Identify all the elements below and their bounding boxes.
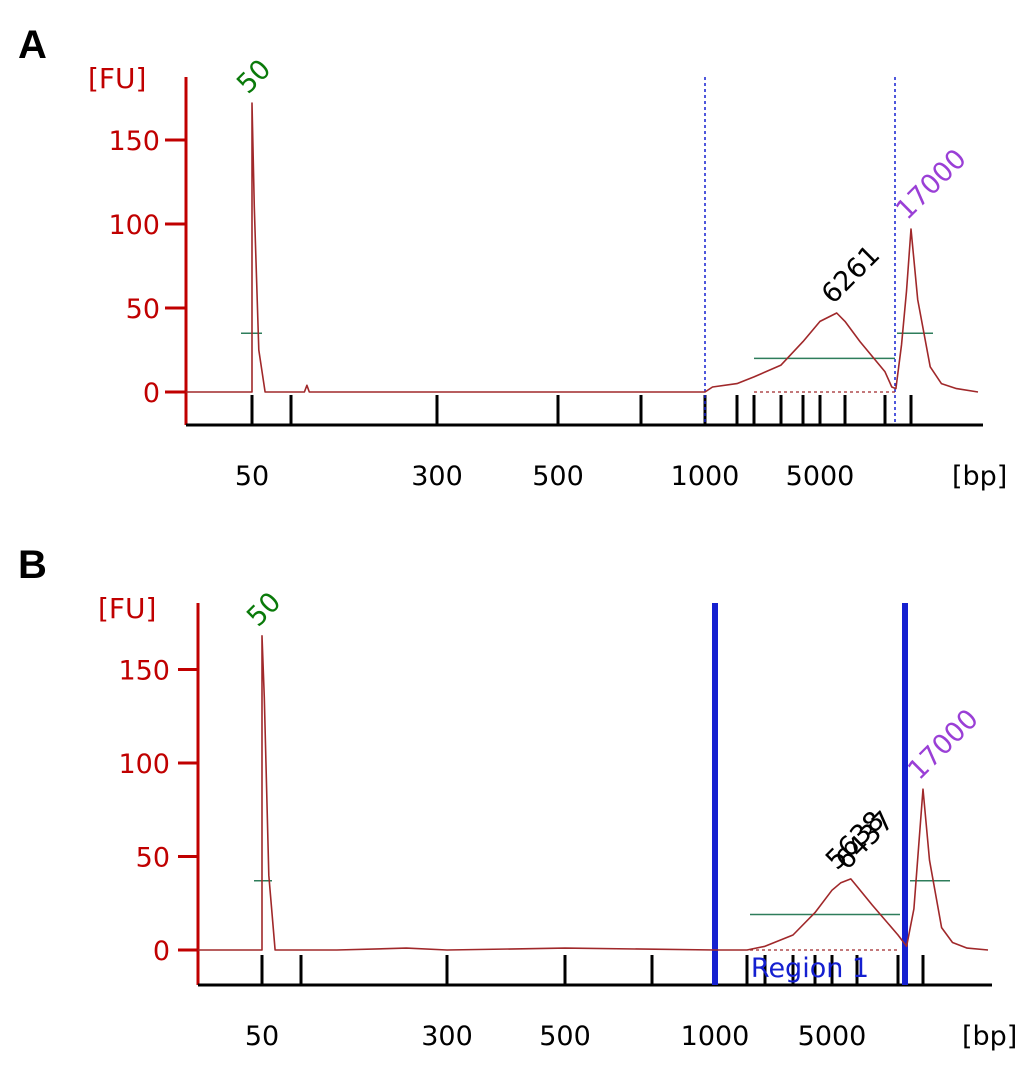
y-tick-label-b-150: 150	[118, 656, 170, 687]
panel-a-plot: [FU] [bp] 0 50 100 150 50 300 500 1000 5000 50 62611…	[88, 54, 1007, 492]
x-tick-label-b-300: 300	[421, 1021, 473, 1052]
panel-b-plot: [FU] [bp] 0 50 100 150 50 300 500 1000 5000 Region …	[98, 587, 1017, 1052]
peak-label-b-3: 17000	[902, 703, 985, 786]
y-tick-label-a-0: 0	[143, 378, 160, 409]
y-axis-label-b: [FU]	[98, 592, 156, 625]
x-tick-label-b-50: 50	[245, 1021, 279, 1052]
x-tick-label-a-5000: 5000	[786, 461, 855, 492]
y-axis-label-a: [FU]	[88, 62, 146, 95]
y-tick-label-b-0: 0	[153, 936, 170, 967]
y-tick-label-a-50: 50	[126, 294, 160, 325]
y-tick-label-a-100: 100	[108, 210, 160, 241]
peak-label-a-2: 17000	[890, 143, 973, 226]
peak-label-a-1: 6261	[816, 239, 887, 310]
x-tick-label-a-50: 50	[235, 461, 269, 492]
x-tick-label-b-5000: 5000	[798, 1021, 867, 1052]
x-tick-label-b-1000: 1000	[681, 1021, 750, 1052]
y-tick-label-b-100: 100	[118, 749, 170, 780]
x-axis-label-a: [bp]	[952, 461, 1007, 492]
peak-label-a-0: 50	[231, 54, 277, 100]
x-tick-label-a-500: 500	[532, 461, 584, 492]
y-tick-label-a-150: 150	[108, 126, 160, 157]
trace-line-b	[198, 634, 989, 951]
panel-label-a: A	[18, 23, 47, 67]
region-label-b: Region 1	[751, 953, 869, 984]
x-axis-label-b: [bp]	[962, 1021, 1017, 1052]
y-tick-label-b-50: 50	[136, 843, 170, 874]
x-tick-label-a-1000: 1000	[671, 461, 740, 492]
x-tick-label-a-300: 300	[411, 461, 463, 492]
trace-line-a	[186, 102, 979, 393]
peak-label-b-0: 50	[241, 587, 287, 633]
x-tick-label-b-500: 500	[539, 1021, 591, 1052]
panel-label-b: B	[18, 543, 47, 587]
